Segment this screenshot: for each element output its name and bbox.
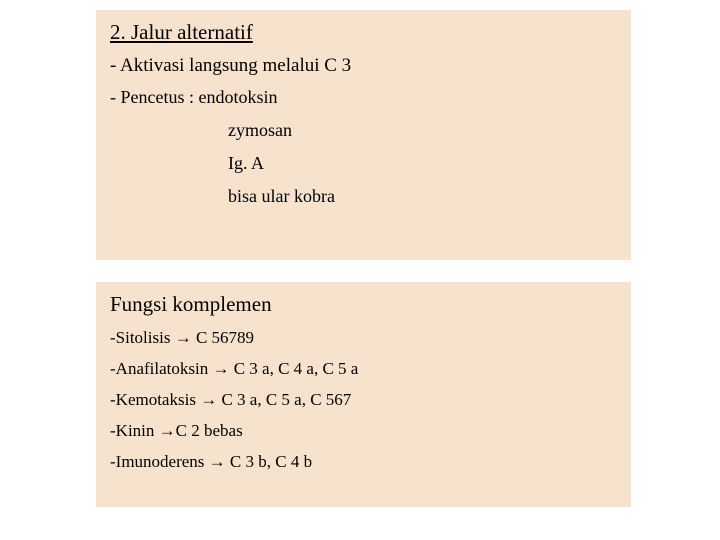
fn-line-4: -Imunoderens → C 3 b, C 4 b — [110, 452, 617, 472]
fn-3-pre: -Kinin — [110, 421, 159, 440]
block-top: 2. Jalur alternatif - Aktivasi langsung … — [96, 10, 631, 260]
fn-4-post: C 3 b, C 4 b — [226, 452, 312, 471]
arrow-icon: → — [200, 390, 217, 409]
top-title: 2. Jalur alternatif — [110, 20, 617, 45]
bottom-title: Fungsi komplemen — [110, 292, 617, 317]
fn-2-pre: -Kemotaksis — [110, 390, 200, 409]
slide: 2. Jalur alternatif - Aktivasi langsung … — [0, 0, 720, 540]
arrow-icon: → — [175, 328, 192, 347]
arrow-icon: → — [159, 421, 176, 440]
top-line-1: - Aktivasi langsung melalui C 3 — [110, 55, 617, 77]
fn-line-2: -Kemotaksis → C 3 a, C 5 a, C 567 — [110, 390, 617, 410]
arrow-icon: → — [209, 452, 226, 471]
fn-1-post: C 3 a, C 4 a, C 5 a — [229, 359, 358, 378]
fn-2-post: C 3 a, C 5 a, C 567 — [217, 390, 351, 409]
fn-3-post: C 2 bebas — [176, 421, 243, 440]
fn-0-post: C 56789 — [192, 328, 254, 347]
arrow-icon: → — [212, 359, 229, 378]
top-line-1-text: Aktivasi langsung melalui C 3 — [120, 55, 351, 76]
top-sub-1: zymosan — [228, 120, 617, 141]
fn-4-pre: -Imunoderens — [110, 452, 209, 471]
fn-line-1: -Anafilatoksin → C 3 a, C 4 a, C 5 a — [110, 359, 617, 379]
fn-0-pre: -Sitolisis — [110, 328, 175, 347]
top-sub-2: Ig. A — [228, 153, 617, 174]
fn-line-3: -Kinin →C 2 bebas — [110, 421, 617, 441]
fn-line-0: -Sitolisis → C 56789 — [110, 328, 617, 348]
top-line-2: - Pencetus : endotoksin — [110, 87, 617, 108]
fn-1-pre: -Anafilatoksin — [110, 359, 212, 378]
top-sub-3: bisa ular kobra — [228, 186, 617, 207]
dash-prefix: - — [110, 55, 120, 76]
block-bottom: Fungsi komplemen -Sitolisis → C 56789 -A… — [96, 282, 631, 507]
